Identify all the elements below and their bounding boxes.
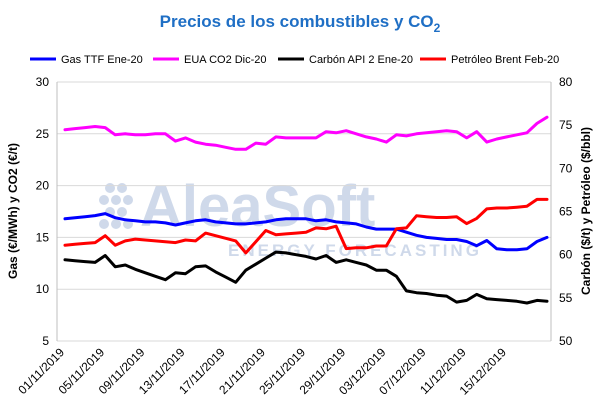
y-right-tick-label: 70 (559, 161, 573, 175)
series-line (63, 250, 549, 305)
series-lines (63, 115, 549, 305)
chart-title: Precios de los combustibles y CO2 (160, 12, 441, 35)
y-axis-left-title: Gas (€/MWh) y CO2 (€/t) (6, 143, 20, 279)
y-right-tick-label: 65 (559, 205, 573, 219)
y-left-tick-label: 25 (36, 127, 50, 141)
legend-label: Petróleo Brent Feb-20 (451, 54, 559, 66)
y-right-tick-label: 60 (559, 248, 573, 262)
y-left-tick-label: 20 (36, 179, 50, 193)
legend-label: Gas TTF Ene-20 (61, 54, 143, 66)
series-line (63, 212, 549, 252)
legend-item: Petróleo Brent Feb-20 (420, 54, 559, 66)
y-right-tick-label: 50 (559, 334, 573, 348)
chart-title-main: Precios de los combustibles y CO (160, 12, 434, 31)
legend-item: EUA CO2 Dic-20 (153, 54, 267, 66)
legend-label: Carbón API 2 Ene-20 (309, 54, 413, 66)
x-axis-ticks: 01/11/201905/11/201909/11/201913/11/2019… (15, 345, 509, 398)
chart-title-subscript: 2 (434, 21, 441, 35)
y-left-tick-label: 30 (36, 75, 50, 89)
watermark-brand: AleaSoft (140, 174, 375, 239)
watermark-logo-dots (99, 183, 133, 229)
legend-item: Gas TTF Ene-20 (30, 54, 143, 66)
y-right-tick-label: 80 (559, 75, 573, 89)
y-left-tick-label: 5 (42, 334, 49, 348)
series-line (63, 197, 549, 255)
plot-frame (56, 82, 552, 341)
series-line (63, 115, 549, 151)
y-right-tick-label: 75 (559, 118, 573, 132)
y-left-tick-label: 15 (36, 230, 50, 244)
y-right-tick-label: 55 (559, 291, 573, 305)
y-axis-right-title: Carbón ($/t) y Petróleo ($/bbl) (579, 127, 593, 295)
y-left-tick-label: 10 (36, 282, 50, 296)
gridlines (57, 81, 551, 342)
legend-item: Carbón API 2 Ene-20 (278, 54, 413, 66)
legend-label: EUA CO2 Dic-20 (184, 54, 267, 66)
legend: Gas TTF Ene-20 EUA CO2 Dic-20 Carbón API 2… (30, 54, 559, 66)
y-axis-right-ticks: 50 55 60 65 70 75 80 (559, 75, 573, 348)
y-axis-left-ticks: 5 10 15 20 25 30 (36, 75, 50, 348)
